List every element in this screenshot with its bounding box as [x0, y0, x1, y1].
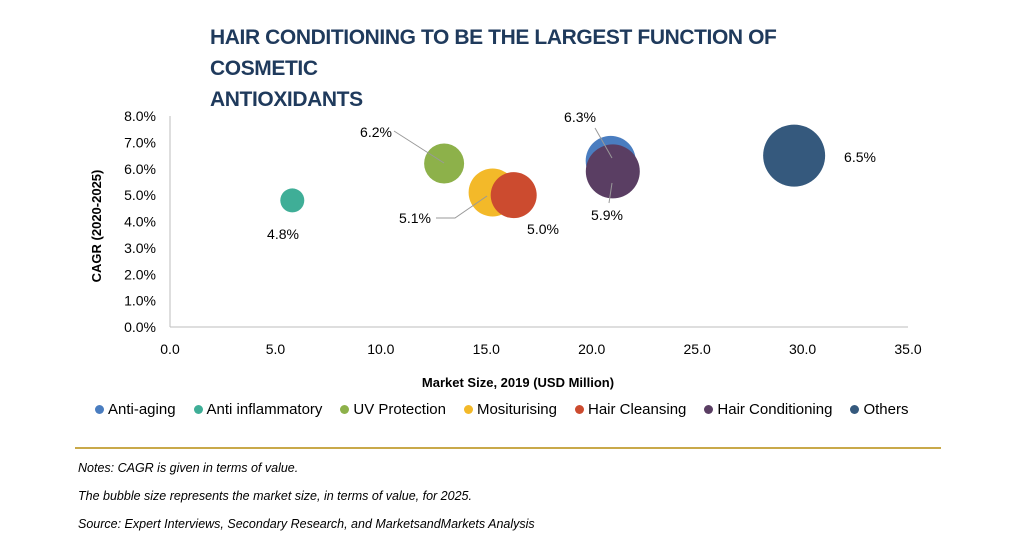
- legend-item-others: Others: [850, 401, 908, 418]
- legend-label: Hair Conditioning: [717, 401, 833, 418]
- y-tick-label: 1.0%: [124, 293, 156, 309]
- legend-item-hair-conditioning: Hair Conditioning: [704, 401, 832, 418]
- x-tick-label: 25.0: [684, 341, 711, 357]
- note-cagr: Notes: CAGR is given in terms of value.: [78, 461, 299, 475]
- notes-divider: [75, 447, 941, 449]
- chart-axes: 0.0% 1.0% 2.0% 3.0% 4.0% 5.0% 6.0% 7.0% 8.0% 0.0 5…: [124, 108, 922, 357]
- legend-marker-icon: [463, 405, 473, 414]
- x-axis-label: Market Size, 2019 (USD Million): [422, 375, 614, 390]
- data-label-anti-inflammatory: 4.8%: [267, 226, 299, 242]
- y-tick-label: 0.0%: [124, 319, 156, 335]
- y-tick-label: 6.0%: [124, 161, 156, 177]
- y-tick-label: 5.0%: [124, 187, 156, 203]
- chart-title: HAIR CONDITIONING TO BE THE LARGEST FUNC…: [210, 22, 850, 115]
- leader-line-mositurising: [436, 195, 488, 219]
- chart-bubbles: [280, 124, 826, 219]
- chart-title-line-1: HAIR CONDITIONING TO BE THE LARGEST FUNC…: [210, 26, 777, 80]
- legend-label: UV Protection: [353, 401, 446, 418]
- y-tick-label: 8.0%: [124, 108, 156, 124]
- x-tick-label: 20.0: [578, 341, 605, 357]
- chart-data-labels: 6.3% 4.8% 6.2% 5.1% 5.0% 5.9% 6.5%: [267, 109, 876, 242]
- x-tick-label: 15.0: [473, 341, 500, 357]
- legend-item-hair-cleansing: Hair Cleansing: [575, 401, 686, 418]
- legend-label: Hair Cleansing: [588, 401, 687, 418]
- legend-marker-icon: [340, 405, 350, 414]
- data-label-mositurising: 5.1%: [399, 210, 431, 226]
- y-tick-label: 2.0%: [124, 266, 156, 282]
- legend-item-anti-inflammatory: Anti inflammatory: [193, 401, 323, 418]
- data-label-hair-cleansing: 5.0%: [527, 221, 559, 237]
- leader-line-hair-conditioning: [608, 182, 613, 204]
- legend-marker-icon: [575, 405, 584, 414]
- bubble-uv-protection: [424, 143, 465, 184]
- data-label-anti-aging: 6.3%: [564, 109, 596, 125]
- y-axis-label: CAGR (2020-2025): [89, 170, 104, 283]
- note-bubble-size: The bubble size represents the market si…: [78, 489, 472, 503]
- legend-marker-icon: [95, 405, 104, 414]
- legend-item-anti-aging: Anti-aging: [95, 401, 176, 418]
- bubble-hair-conditioning: [585, 144, 640, 199]
- bubble-hair-cleansing: [490, 172, 537, 219]
- legend-label: Others: [863, 401, 909, 418]
- legend-marker-icon: [850, 405, 860, 414]
- leader-line-anti-aging: [594, 127, 613, 159]
- leader-line-uv-protection: [393, 130, 445, 164]
- chart-legend: Anti-aging Anti inflammatory UV Protection…: [95, 401, 975, 418]
- data-label-hair-conditioning: 5.9%: [591, 207, 623, 223]
- legend-item-mositurising: Mositurising: [463, 401, 557, 418]
- data-label-uv-protection: 6.2%: [360, 124, 392, 140]
- legend-marker-icon: [193, 405, 203, 414]
- y-tick-label: 3.0%: [124, 240, 156, 256]
- x-tick-label: 5.0: [266, 341, 286, 357]
- legend-item-uv-protection: UV Protection: [340, 401, 446, 418]
- y-tick-label: 4.0%: [124, 214, 156, 230]
- y-tick-label: 7.0%: [124, 134, 156, 150]
- chart-title-line-2: ANTIOXIDANTS: [210, 88, 363, 111]
- x-tick-label: 0.0: [160, 341, 180, 357]
- data-label-others: 6.5%: [844, 149, 876, 165]
- bubble-chart: 0.0% 1.0% 2.0% 3.0% 4.0% 5.0% 6.0% 7.0% 8.0% 0.0 5…: [89, 108, 922, 390]
- bubble-others: [763, 124, 826, 187]
- bubble-anti-inflammatory: [280, 188, 305, 213]
- legend-label: Mositurising: [476, 401, 557, 418]
- note-source: Source: Expert Interviews, Secondary Res…: [78, 517, 535, 531]
- x-tick-label: 30.0: [789, 341, 816, 357]
- legend-label: Anti inflammatory: [206, 401, 323, 418]
- legend-label: Anti-aging: [108, 401, 176, 418]
- x-tick-label: 10.0: [367, 341, 394, 357]
- x-tick-label: 35.0: [894, 341, 921, 357]
- legend-marker-icon: [704, 405, 714, 414]
